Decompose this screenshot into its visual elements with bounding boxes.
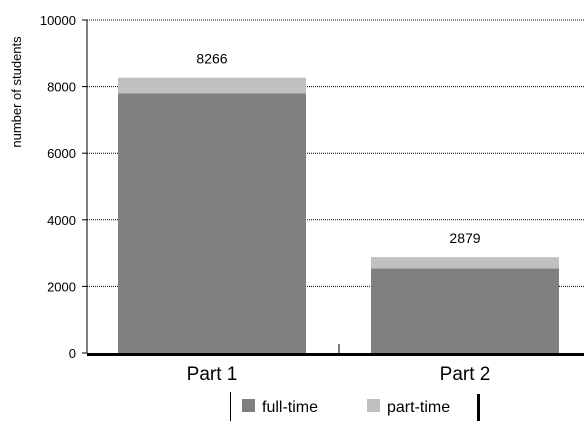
legend-swatch-full-time: [242, 399, 255, 412]
legend-swatch-part-time: [367, 399, 380, 412]
y-tick-label: 4000: [47, 213, 76, 228]
legend-label-part-time: part-time: [387, 399, 450, 416]
legend: full-time part-time: [230, 392, 481, 421]
x-tick-label: Part 1: [187, 364, 238, 385]
data-labels: 8266 2879: [196, 51, 480, 246]
y-tick-label: 8000: [47, 80, 76, 95]
legend-border-right: [477, 394, 480, 421]
category-labels: Part 1 Part 2: [187, 364, 491, 385]
y-tick-label: 0: [69, 346, 76, 361]
bar-part-time-1: [118, 77, 306, 94]
y-axis-label: number of students: [9, 36, 24, 148]
y-axis-ticks: 0 2000 4000 6000 8000 10000: [40, 13, 87, 361]
bar-full-time-1: [118, 93, 306, 353]
x-tick-label: Part 2: [440, 364, 491, 385]
data-label: 8266: [196, 51, 227, 67]
y-tick-label: 6000: [47, 146, 76, 161]
y-tick-label: 10000: [40, 13, 76, 28]
x-axis: [87, 353, 584, 356]
bars: [118, 77, 559, 353]
legend-label-full-time: full-time: [262, 399, 318, 416]
y-tick-label: 2000: [47, 279, 76, 294]
data-label: 2879: [449, 230, 480, 246]
bar-full-time-2: [371, 268, 559, 353]
bar-part-time-2: [371, 257, 559, 269]
legend-box: [230, 392, 481, 421]
axes: [86, 20, 584, 356]
